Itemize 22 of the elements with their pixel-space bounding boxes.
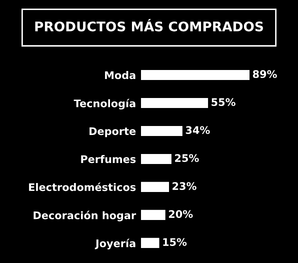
data-label: 34% [186,126,210,134]
data-label: 25% [175,154,199,162]
y-tick-label: Moda [105,71,136,80]
data-label: 15% [163,238,187,246]
y-tick-label: Tecnología [74,98,136,110]
bar [140,70,250,80]
bar [140,210,166,220]
bar [140,182,170,192]
data-label: 23% [172,182,196,190]
data-label: 55% [212,98,236,106]
y-tick-label: Decoración hogar [34,210,136,222]
y-tick-label: Electrodomésticos [29,182,136,192]
y-tick-label: Deporte [90,127,136,138]
bar [140,126,182,136]
y-tick-label: Perfumes [81,155,136,164]
data-label: 20% [168,210,193,218]
data-label: 89% [252,70,277,78]
bar [140,238,160,248]
chart-title: PRODUCTOS MÁS COMPRADOS [35,19,263,32]
y-tick-label: Joyería [94,238,136,250]
bar [140,98,208,108]
bar [140,154,172,164]
